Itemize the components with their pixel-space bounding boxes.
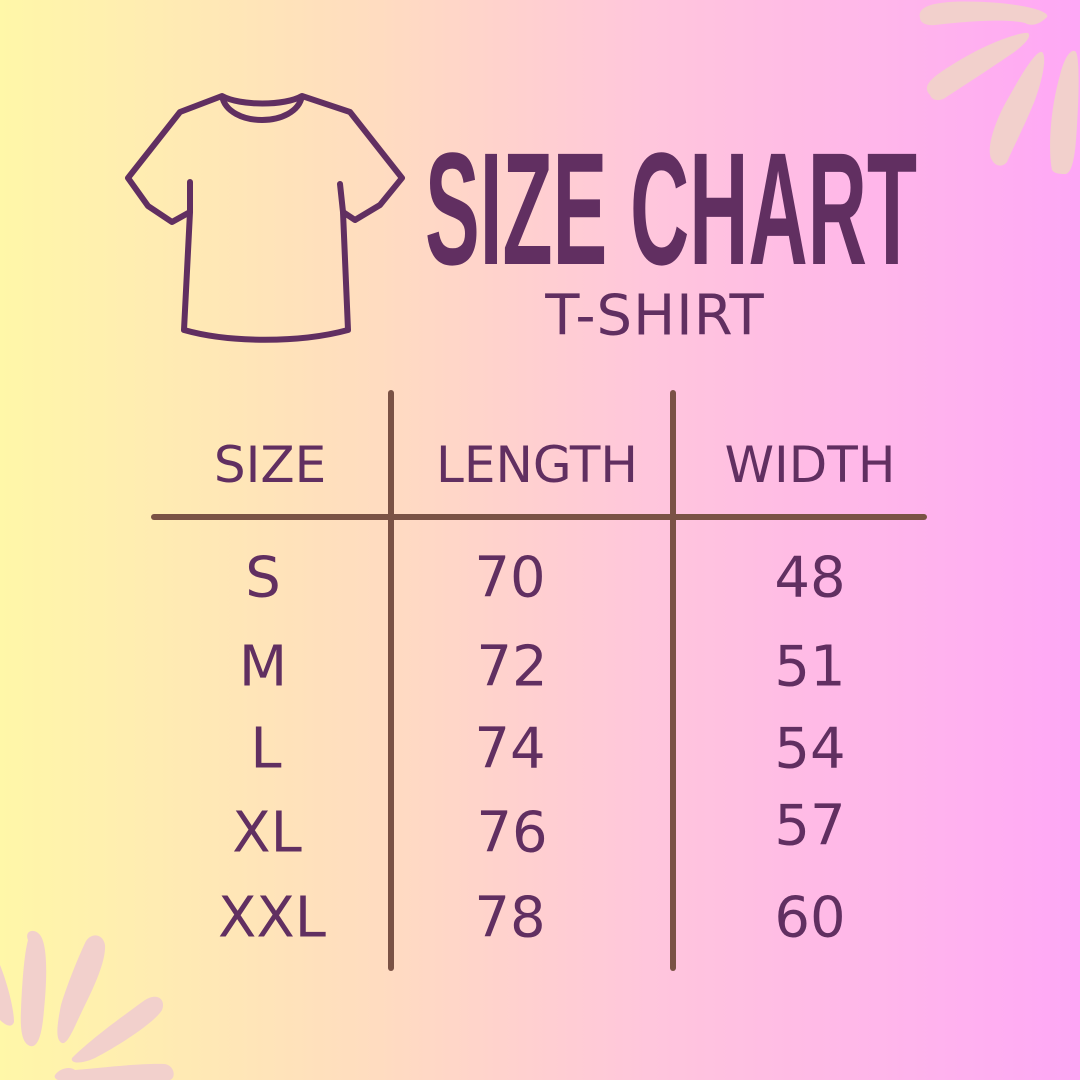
table-cell-length: 72 — [476, 634, 548, 700]
header-size: SIZE — [213, 436, 327, 494]
table-cell-size: XL — [232, 800, 302, 866]
table-cell-length: 74 — [474, 716, 546, 782]
table-cell-width: 57 — [774, 793, 846, 859]
table-cell-width: 48 — [774, 545, 846, 611]
header-width: WIDTH — [724, 436, 896, 494]
page-title: SIZE CHART — [425, 119, 917, 298]
table-cell-length: 76 — [476, 800, 548, 866]
table-cell-length: 70 — [474, 545, 546, 611]
table-cell-size: XXL — [218, 885, 326, 951]
page-subtitle: T-SHIRT — [545, 283, 765, 349]
table-cell-width: 60 — [774, 885, 846, 951]
table-cell-size: M — [238, 634, 288, 700]
table-cell-width: 54 — [774, 716, 846, 782]
brush-burst-decoration-top-right — [919, 1, 1079, 175]
table-cell-width: 51 — [774, 634, 846, 700]
brush-burst-decoration-bottom-left — [0, 930, 174, 1080]
header-length: LENGTH — [436, 436, 638, 494]
table-cell-size: L — [250, 716, 282, 782]
table-cell-size: S — [245, 545, 281, 611]
table-cell-length: 78 — [474, 885, 546, 951]
